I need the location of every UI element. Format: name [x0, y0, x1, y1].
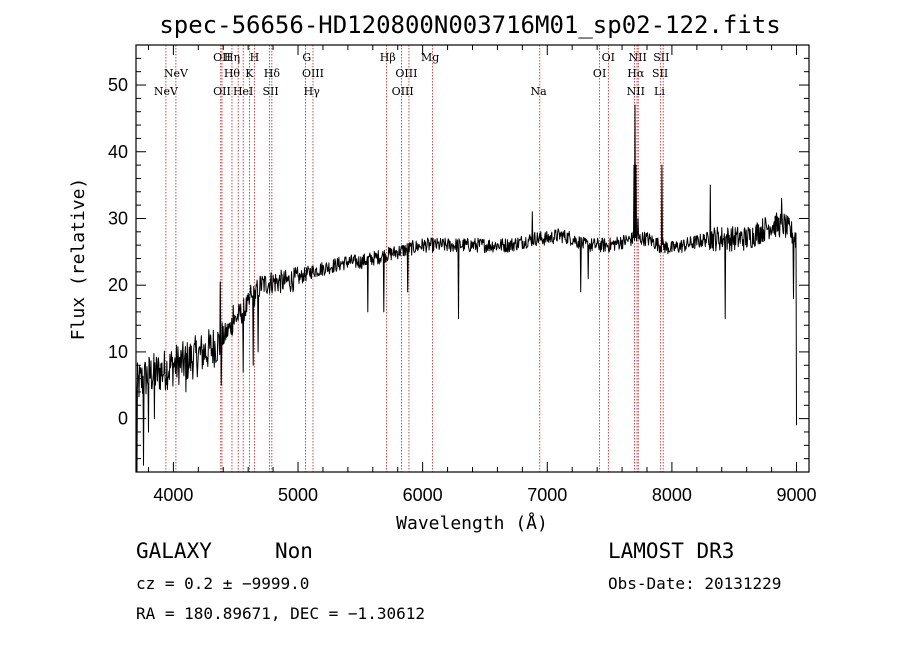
line-label-13: Hγ [304, 85, 321, 98]
line-label-4: Hη [224, 51, 240, 64]
x-tick-label-5000: 5000 [278, 485, 318, 505]
line-label-1: NeV [164, 67, 189, 80]
y-axis-label: Flux (relative) [68, 178, 89, 341]
x-tick-label-6000: 6000 [403, 485, 443, 505]
line-label-7: H [250, 51, 260, 64]
line-label-16: OIII [392, 85, 414, 98]
line-label-23: NII [627, 85, 645, 98]
x-tick-label-7000: 7000 [527, 485, 567, 505]
y-tick-label-30: 30 [108, 208, 128, 228]
line-label-11: G [302, 51, 311, 64]
coordinates-readout: RA = 180.89671, DEC = −1.30612 [136, 604, 425, 623]
line-label-22: Hα [627, 67, 645, 80]
x-tick-label-9000: 9000 [777, 485, 817, 505]
y-tick-label-10: 10 [108, 342, 128, 362]
spectrum-series [135, 104, 797, 473]
line-label-2: OII [213, 51, 231, 64]
object-class: GALAXY [136, 539, 212, 563]
line-label-21: NII [628, 51, 646, 64]
line-label-0: NeV [154, 85, 179, 98]
line-label-15: OIII [395, 67, 417, 80]
line-label-8: K [245, 67, 254, 80]
line-label-20: OI [593, 67, 606, 80]
line-label-17: Mg [421, 51, 439, 64]
line-label-10: SII [262, 85, 278, 98]
object-subclass: Non [275, 539, 313, 563]
line-label-9: Hδ [264, 67, 281, 80]
line-label-25: SII [652, 67, 668, 80]
line-label-12: OIII [302, 67, 324, 80]
line-label-26: Li [654, 85, 665, 98]
redshift-readout: cz = 0.2 ± −9999.0 [136, 574, 309, 593]
line-label-3: OII [213, 85, 231, 98]
y-axis-ticks: 0 10 20 30 40 50 [108, 57, 809, 460]
x-tick-label-4000: 4000 [153, 485, 193, 505]
y-tick-label-20: 20 [108, 275, 128, 295]
y-tick-label-0: 0 [118, 409, 128, 429]
x-axis-label: Wavelength (Å) [396, 512, 548, 534]
observation-date: Obs-Date: 20131229 [608, 574, 781, 593]
line-label-24: SII [653, 51, 669, 64]
x-tick-label-8000: 8000 [652, 485, 692, 505]
line-label-19: OI [602, 51, 615, 64]
line-label-5: Hθ [224, 67, 241, 80]
spectrum-line [135, 104, 797, 473]
survey-name: LAMOST DR3 [608, 539, 734, 563]
y-tick-label-50: 50 [108, 75, 128, 95]
plot-frame [135, 44, 810, 473]
line-label-18: Na [530, 85, 547, 98]
line-label-6: HeI [233, 85, 253, 98]
chart-title: spec-56656-HD120800N003716M01_sp02-122.f… [159, 11, 780, 39]
line-label-14: Hβ [380, 51, 396, 64]
y-tick-label-40: 40 [108, 142, 128, 162]
x-axis-ticks: 4000 5000 6000 7000 8000 9000 [147, 45, 817, 505]
